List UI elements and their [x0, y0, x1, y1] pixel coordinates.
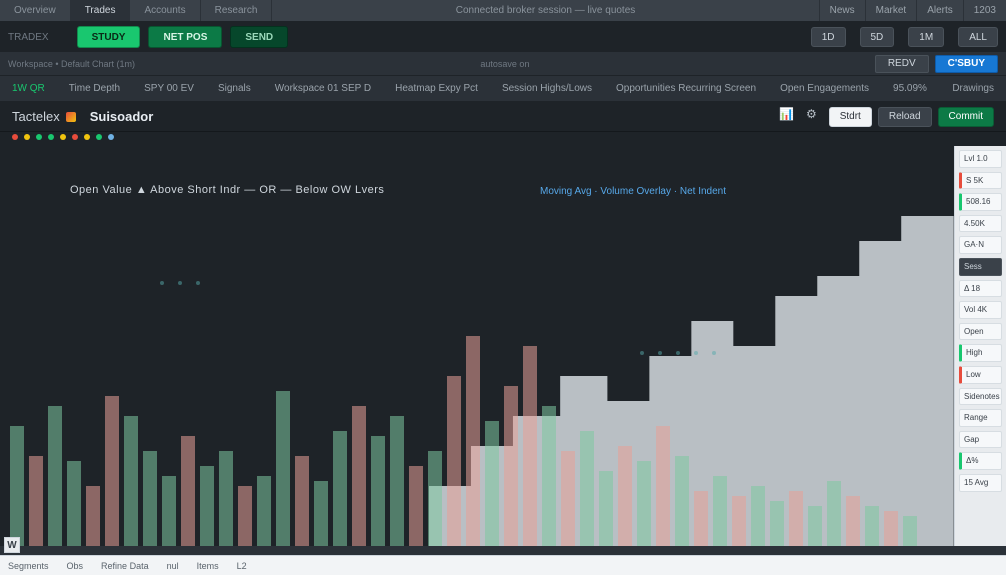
window-tab[interactable]: Overview [0, 0, 71, 21]
scale-cell[interactable]: GA·N [959, 236, 1002, 254]
menu-item[interactable]: 95.09% [893, 83, 927, 94]
marker-dot [196, 281, 200, 285]
timeframe-1d[interactable]: 1D [811, 27, 846, 47]
scale-cell[interactable]: Δ 18 [959, 280, 1002, 298]
autosave-label: autosave on [480, 59, 529, 69]
indicator-dots [0, 132, 1006, 146]
net-pos-button[interactable]: NET POS [148, 26, 222, 48]
timeframe-1m[interactable]: 1M [908, 27, 944, 47]
commit-button[interactable]: Commit [938, 107, 994, 127]
menu-item[interactable]: Heatmap Expy Pct [395, 83, 478, 94]
workspace-label: Workspace • Default Chart (1m) [8, 59, 135, 69]
scale-cell[interactable]: S 5K [959, 172, 1002, 190]
c-sbuy-button[interactable]: C'SBUY [935, 55, 998, 73]
secondary-toolbar: Workspace • Default Chart (1m) autosave … [0, 52, 1006, 76]
status-cell[interactable]: Refine Data [101, 561, 149, 571]
price-scale-panel: Lvl 1.0 S 5K 508.16 4.50K GA·N Sess Δ 18 Vol 4K… [954, 146, 1006, 546]
marker-dot [160, 281, 164, 285]
menu-item[interactable]: Opportunities Recurring Screen [616, 83, 756, 94]
status-cell[interactable]: Obs [67, 561, 84, 571]
indicator-dot [12, 134, 18, 140]
timeframe-5d[interactable]: 5D [860, 27, 895, 47]
scale-cell[interactable]: Open [959, 323, 1002, 341]
scale-cell[interactable]: Vol 4K [959, 301, 1002, 319]
reload-button[interactable]: Reload [878, 107, 932, 127]
brand-label: TRADEX [8, 32, 49, 43]
status-cell[interactable]: L2 [237, 561, 247, 571]
marker-dot [640, 351, 644, 355]
menu-item[interactable]: Drawings [952, 83, 994, 94]
indicator-dot [108, 134, 114, 140]
marker-dot [694, 351, 698, 355]
indicator-dot [24, 134, 30, 140]
symbol-label-right: Suisoador [90, 109, 154, 124]
window-tab[interactable]: Accounts [130, 0, 200, 21]
status-bar: W SegmentsObsRefine DatanulItemsL2 [0, 555, 1006, 575]
tool-icon[interactable]: ⚙ [806, 107, 817, 127]
marker-dot [658, 351, 662, 355]
menu-item[interactable]: Open Engagements [780, 83, 869, 94]
indicator-dot [96, 134, 102, 140]
stdrt-button[interactable]: Stdrt [829, 107, 872, 127]
marker-dot [712, 351, 716, 355]
status-cell[interactable]: nul [167, 561, 179, 571]
scale-cell[interactable]: 4.50K [959, 215, 1002, 233]
timeframe-all[interactable]: ALL [958, 27, 998, 47]
marker-dot [676, 351, 680, 355]
menu-item[interactable]: 1W QR [12, 83, 45, 94]
menu-item[interactable]: Workspace 01 SEP D [275, 83, 371, 94]
tabstrip-meta[interactable]: Market [865, 0, 917, 21]
menu-item[interactable]: Signals [218, 83, 251, 94]
scale-cell[interactable]: Δ% [959, 452, 1002, 470]
indicator-dot [36, 134, 42, 140]
tabstrip-meta[interactable]: 1203 [963, 0, 1006, 21]
tabstrip-meta[interactable]: News [819, 0, 865, 21]
scale-cell[interactable]: Range [959, 409, 1002, 427]
status-cell[interactable]: Items [197, 561, 219, 571]
scale-cell[interactable]: Sess [959, 258, 1002, 276]
tabstrip-center: Connected broker session — live quotes [272, 0, 818, 21]
scale-cell[interactable]: High [959, 344, 1002, 362]
window-tab[interactable]: Trades [71, 0, 131, 21]
study-button[interactable]: STUDY [77, 26, 141, 48]
scale-cell[interactable]: 15 Avg [959, 474, 1002, 492]
corner-badge[interactable]: W [4, 537, 20, 553]
menu-row: 1W QR Time Depth SPY 00 EV Signals Workspace… [0, 76, 1006, 102]
send-button[interactable]: SEND [230, 26, 288, 48]
marker-dot [178, 281, 182, 285]
menu-item[interactable]: SPY 00 EV [144, 83, 194, 94]
tabstrip-meta[interactable]: Alerts [916, 0, 963, 21]
window-tab[interactable]: Research [201, 0, 273, 21]
scale-cell[interactable]: Lvl 1.0 [959, 150, 1002, 168]
chart-area[interactable]: Open Value ▲ Above Short Indr — OR — Bel… [0, 146, 1006, 546]
indicator-dot [72, 134, 78, 140]
symbol-icon [66, 112, 76, 122]
scale-cell[interactable]: Gap [959, 431, 1002, 449]
indicator-dot [60, 134, 66, 140]
menu-item[interactable]: Session Highs/Lows [502, 83, 592, 94]
indicator-dot [84, 134, 90, 140]
chart-title-row: Tactelex Suisoador 📊 ⚙ Stdrt Reload Commit [0, 102, 1006, 132]
tool-icon[interactable]: 📊 [779, 107, 794, 127]
browser-tabstrip: OverviewTradesAccountsResearch Connected… [0, 0, 1006, 22]
menu-item[interactable]: Time Depth [69, 83, 120, 94]
candlestick-series [0, 146, 954, 546]
indicator-dot [48, 134, 54, 140]
scale-cell[interactable]: Sidenotes [959, 388, 1002, 406]
scale-cell[interactable]: Low [959, 366, 1002, 384]
status-cell[interactable]: Segments [8, 561, 49, 571]
symbol-label-left: Tactelex [12, 109, 60, 124]
redv-button[interactable]: REDV [875, 55, 929, 73]
main-toolbar: TRADEX STUDY NET POS SEND 1D 5D 1M ALL [0, 22, 1006, 52]
scale-cell[interactable]: 508.16 [959, 193, 1002, 211]
